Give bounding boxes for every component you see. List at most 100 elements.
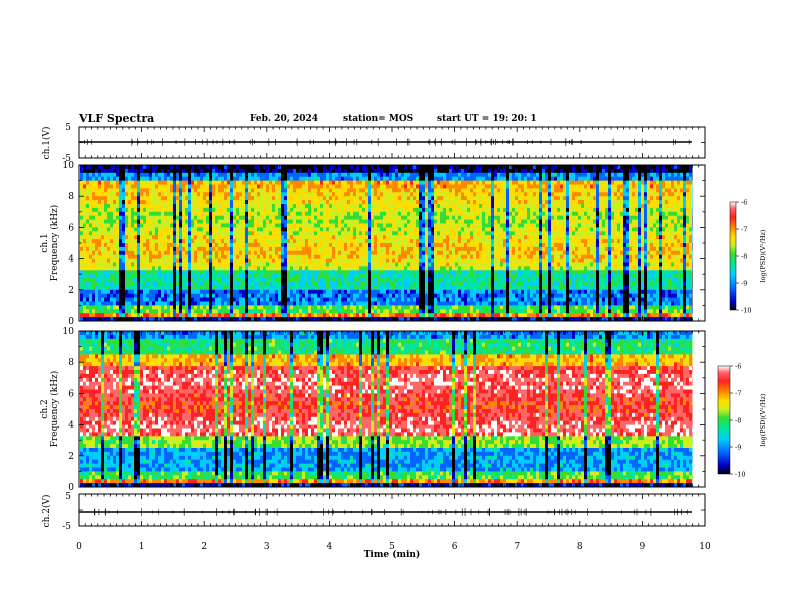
spectrogram-cell	[119, 301, 122, 306]
spectrogram-cell	[188, 196, 191, 201]
spectrogram-cell	[425, 204, 428, 209]
spectrogram-cell	[101, 211, 104, 217]
spectrogram-cell	[221, 285, 224, 291]
spectrogram-cell	[422, 196, 425, 201]
spectrogram-cell	[254, 215, 257, 220]
spectrogram-cell	[167, 301, 170, 306]
spectrogram-cell	[248, 184, 251, 189]
spectrogram-cell	[299, 176, 302, 181]
spectrogram-cell	[275, 207, 278, 213]
spectrogram-cell	[116, 239, 119, 244]
spectrogram-cell	[197, 168, 200, 174]
spectrogram-cell	[275, 305, 278, 310]
spectrogram-cell	[281, 200, 284, 205]
spectrogram-cell	[344, 246, 347, 252]
spectrogram-cell	[242, 196, 245, 201]
spectrogram-cell	[296, 188, 299, 193]
spectrogram-cell	[206, 258, 209, 263]
spectrogram-cell	[293, 246, 296, 252]
spectrogram-cell	[368, 192, 371, 197]
spectrogram-cell	[287, 239, 290, 244]
spectrogram-cell	[155, 278, 158, 283]
spectrogram-cell	[245, 297, 248, 302]
spectrogram-cell	[341, 192, 344, 197]
spectrogram-cell	[188, 305, 191, 310]
spectrogram-cell	[428, 207, 431, 213]
spectrogram-cell	[248, 207, 251, 213]
spectrogram-cell	[398, 192, 401, 197]
spectrogram-cell	[383, 200, 386, 205]
spectrogram-cell	[242, 180, 245, 185]
spectrogram-cell	[128, 270, 131, 275]
spectrogram-cell	[287, 243, 290, 248]
spectrogram-cell	[224, 301, 227, 306]
spectrogram-cell	[242, 266, 245, 271]
spectrogram-cell	[341, 227, 344, 232]
spectrogram-cell	[236, 180, 239, 185]
spectrogram-cell	[359, 282, 362, 287]
spectrogram-cell	[98, 180, 101, 185]
spectrogram-cell	[125, 200, 128, 205]
spectrogram-cell	[329, 235, 332, 240]
spectrogram-cell	[227, 282, 230, 287]
spectrogram-cell	[365, 266, 368, 271]
spectrogram-cell	[368, 254, 371, 259]
spectrogram-cell	[338, 254, 341, 259]
spectrogram-cell	[227, 266, 230, 271]
spectrogram-cell	[164, 219, 167, 224]
spectrogram-cell	[173, 192, 176, 197]
spectrogram-cell	[350, 270, 353, 275]
spectrogram-cell	[173, 266, 176, 271]
spectrogram-cell	[101, 200, 104, 205]
spectrogram-cell	[404, 289, 407, 295]
spectrogram-cell	[191, 207, 194, 213]
spectrogram-cell	[338, 219, 341, 224]
spectrogram-cell	[125, 180, 128, 185]
spectrogram-cell	[356, 243, 359, 248]
spectrogram-cell	[185, 219, 188, 224]
spectrogram-cell	[179, 254, 182, 259]
spectrogram-cell	[218, 254, 221, 259]
spectrogram-cell	[428, 301, 431, 306]
spectrogram-cell	[80, 243, 83, 248]
spectrogram-cell	[392, 211, 395, 217]
spectrogram-cell	[314, 282, 317, 287]
spectrogram-cell	[278, 219, 281, 224]
spectrogram-cell	[308, 289, 311, 295]
spectrogram-cell	[104, 239, 107, 244]
spectrogram-cell	[188, 274, 191, 279]
spectrogram-cell	[206, 266, 209, 271]
spectrogram-cell	[83, 317, 86, 322]
spectrogram-cell	[98, 309, 101, 314]
spectrogram-cell	[422, 305, 425, 310]
spectrogram-cell	[293, 309, 296, 314]
spectrogram-cell	[341, 184, 344, 189]
spectrogram-cell	[170, 301, 173, 306]
spectrogram-cell	[419, 200, 422, 205]
spectrogram-cell	[230, 250, 233, 256]
spectrogram-cell	[389, 184, 392, 189]
spectrogram-cell	[170, 223, 173, 228]
spectrogram-cell	[113, 262, 116, 267]
spectrogram-cell	[326, 254, 329, 259]
spectrogram-cell	[422, 200, 425, 205]
spectrogram-cell	[419, 317, 422, 322]
spectrogram-cell	[344, 184, 347, 189]
spectrogram-cell	[86, 309, 89, 314]
spectrogram-cell	[86, 282, 89, 287]
spectrogram-cell	[143, 293, 146, 298]
spectrogram-cell	[329, 219, 332, 224]
spectrogram-cell	[266, 168, 269, 174]
spectrogram-cell	[317, 219, 320, 224]
spectrogram-cell	[263, 305, 266, 310]
spectrogram-cell	[152, 239, 155, 244]
spectrogram-cell	[362, 184, 365, 189]
spectrogram-cell	[137, 200, 140, 205]
spectrogram-cell	[266, 246, 269, 252]
spectrogram-cell	[311, 188, 314, 193]
spectrogram-cell	[371, 289, 374, 295]
spectrogram-cell	[230, 313, 233, 318]
spectrogram-cell	[116, 293, 119, 298]
spectrogram-cell	[263, 278, 266, 283]
spectrogram-cell	[80, 235, 83, 240]
